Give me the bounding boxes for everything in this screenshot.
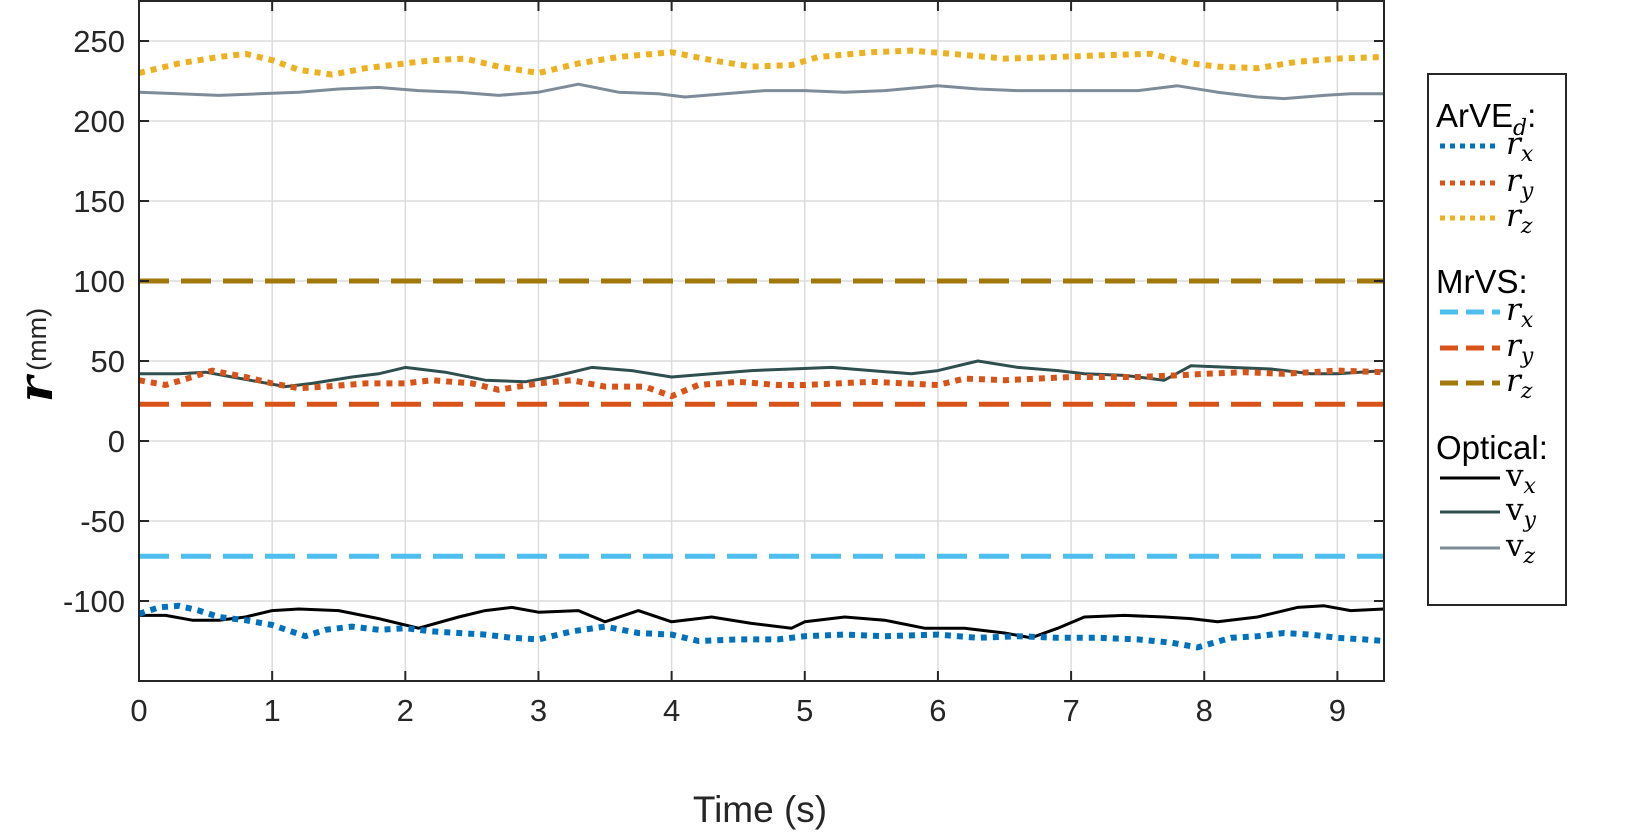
x-tick-label: 3 [530, 693, 547, 728]
y-tick-label: -100 [63, 584, 125, 619]
legend-group-title: ArVEd: [1436, 97, 1536, 141]
y-axis-ticks: -100 -50 0 50 100 150 200 250 [63, 24, 1384, 619]
series-line-arve-rz [138, 47, 1385, 78]
x-tick-label: 6 [929, 693, 946, 728]
y-axis-label: r(mm) [8, 308, 64, 402]
legend-entry-label: rz [1506, 363, 1533, 404]
series-line-opt-vy [139, 359, 1385, 389]
x-tick-label: 1 [264, 693, 281, 728]
y-tick-label: 200 [73, 104, 125, 139]
series-line-arve-ry [138, 367, 1385, 400]
x-axis-label: Time (s) [693, 789, 827, 830]
y-tick-label: 150 [73, 184, 125, 219]
y-tick-label: 0 [108, 424, 125, 459]
grid-lines [138, 1, 1384, 681]
y-tick-label: 50 [91, 344, 125, 379]
legend-entry-label: vy [1505, 492, 1537, 533]
y-axis-label-unit: (mm) [22, 308, 52, 371]
y-tick-label: 250 [73, 24, 125, 59]
legend-box [1427, 73, 1567, 606]
legend-entry-label: vz [1505, 528, 1536, 569]
x-tick-label: 9 [1329, 693, 1346, 728]
plot-frame [138, 0, 1385, 682]
x-tick-label: 4 [663, 693, 680, 728]
legend-group-title: MrVS: [1436, 263, 1528, 300]
x-tick-label: 7 [1062, 693, 1079, 728]
legend-entry-label: ry [1506, 328, 1534, 369]
legend-entry-label: rx [1506, 126, 1534, 167]
legend-entry-label: rz [1506, 198, 1533, 239]
x-tick-label: 2 [397, 693, 414, 728]
legend-entry-label: vx [1505, 458, 1537, 499]
x-tick-label: 8 [1196, 693, 1213, 728]
legend-group-title: Optical: [1436, 429, 1548, 466]
series-layer [138, 47, 1385, 651]
legend-entry-label: ry [1506, 163, 1534, 204]
y-tick-label: -50 [80, 504, 125, 539]
y-axis-label-symbol: r [8, 373, 64, 402]
y-tick-label: 100 [73, 264, 125, 299]
x-axis-ticks: 0 1 2 3 4 5 6 7 8 9 [130, 1, 1346, 728]
series-line-opt-vz [138, 82, 1384, 101]
series-line-arve-rx [138, 602, 1385, 651]
svg-text:r(mm): r(mm) [8, 308, 64, 402]
x-tick-label: 0 [130, 693, 147, 728]
legend-entry-label: rx [1506, 292, 1534, 333]
series-line-opt-vx [139, 604, 1385, 640]
x-tick-label: 5 [796, 693, 813, 728]
